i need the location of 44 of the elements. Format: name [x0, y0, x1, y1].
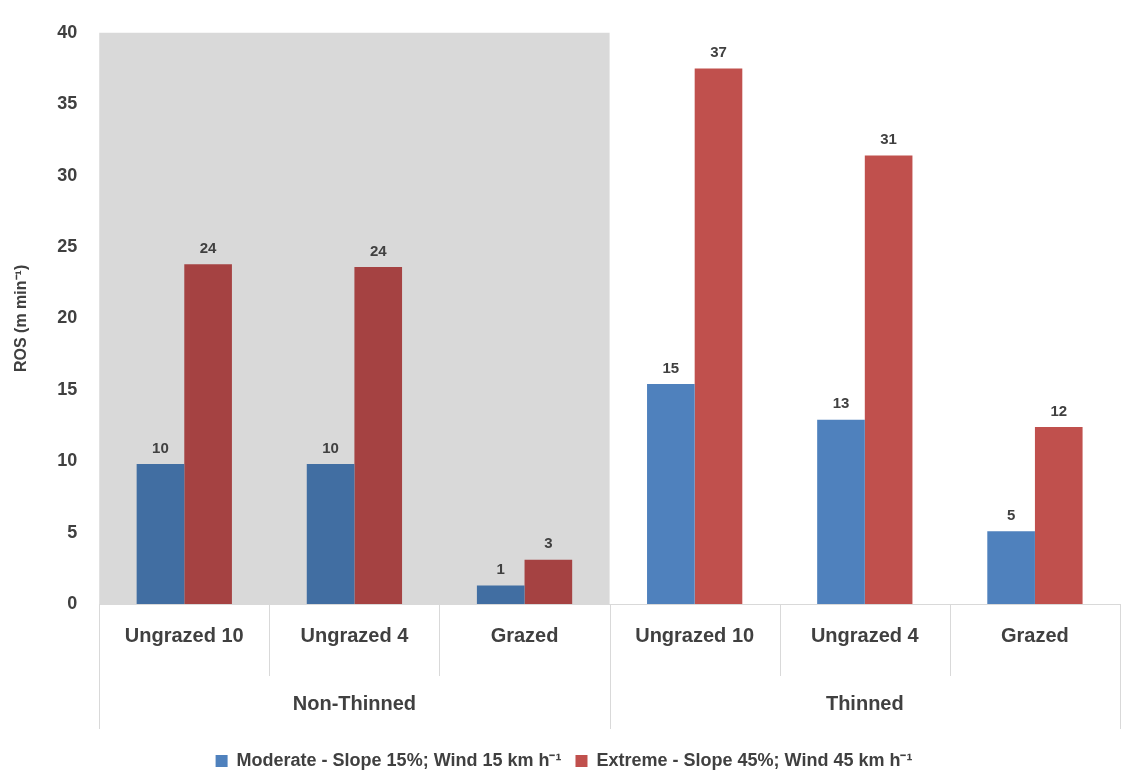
y-axis-title: ROS (m min⁻¹): [12, 264, 30, 373]
y-tick-label: 40: [57, 21, 78, 42]
bar: [524, 559, 573, 604]
data-label: 13: [832, 394, 850, 412]
x-tick-label: Ungrazed 4: [300, 623, 410, 646]
text: Non-Thinned: [292, 691, 417, 714]
y-tick-label: 0: [67, 592, 78, 613]
bar: [1034, 426, 1083, 604]
y-tick-label: 35: [57, 93, 78, 114]
y-tick-label: 15: [57, 378, 78, 399]
text: Thinned: [825, 691, 904, 714]
y-tick-label: 5: [67, 521, 78, 542]
bar: [694, 68, 743, 604]
y-tick-label: 25: [57, 235, 78, 256]
legend-label: Moderate - Slope 15%; Wind 15 km h⁻¹: [236, 749, 562, 770]
bar: [184, 264, 232, 604]
bar: [476, 585, 525, 604]
bar: [136, 464, 185, 604]
legend-label: Extreme - Slope 45%; Wind 45 km h⁻¹: [596, 749, 913, 770]
bar: [864, 155, 913, 604]
y-tick-label: 10: [57, 450, 78, 471]
x-tick-label: Ungrazed 4: [810, 623, 920, 646]
data-label: 10: [152, 438, 169, 456]
data-label: 12: [1050, 401, 1068, 419]
data-label: 24: [199, 238, 218, 256]
data-label: 15: [662, 358, 680, 376]
x-tick-label: Ungrazed 10: [124, 623, 244, 646]
bar: [647, 384, 695, 604]
bar: [987, 531, 1035, 604]
y-tick-label: 30: [57, 164, 78, 185]
x-tick-label: Grazed: [1001, 623, 1069, 646]
bar: [306, 464, 355, 604]
data-label: 10: [322, 438, 339, 456]
data-label: 5: [1006, 505, 1016, 523]
x-tick-label: Grazed: [490, 623, 559, 646]
y-tick-label: 20: [57, 307, 78, 328]
data-label: 37: [710, 43, 727, 61]
data-label: 1: [496, 560, 505, 578]
data-label: 31: [880, 130, 897, 148]
x-tick-label: Ungrazed 10: [635, 623, 755, 646]
bar: [817, 419, 865, 604]
data-label: 24: [369, 241, 388, 259]
bar: [354, 266, 403, 604]
data-label: 3: [544, 534, 553, 552]
